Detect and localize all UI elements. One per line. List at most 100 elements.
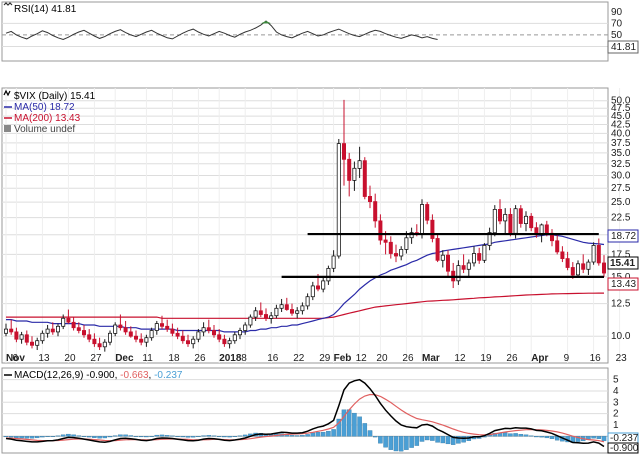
macd-hist-bar [404,436,409,450]
ma50-value-tag: 18.72 [607,229,639,243]
macd-tick-label: 3 [613,397,619,408]
date-tick-label: Apr [531,353,548,364]
macd-hist-bar [71,434,76,437]
last-price-tag-box [607,256,639,270]
candle-body [326,267,331,282]
candle-body [4,328,9,334]
macd-hist-bar [159,434,165,437]
date-tick-label: Feb [334,353,352,364]
macd-hist-bar [138,436,144,438]
price-value-tags: 18.72 15.41 13.43 [607,229,639,291]
macd-hist-bar [118,434,123,437]
macd-hist-bar [196,436,201,437]
macd-signal-line [5,393,605,443]
date-tick-label: Dec [115,353,134,364]
macd-hist-bar [185,436,191,438]
macd-hist-tag-text: -0.237 [610,433,639,444]
price-tick-label: 47.5 [611,103,631,114]
price-legend: $VIX (Daily) 15.41 MA(50) 18.72 MA(200) … [3,89,96,135]
candle-body [425,204,430,221]
candle-body [321,280,326,290]
rsi-panel: 90705030 RSI(14) 41.81 41.81 [1,1,639,62]
candle-body [180,335,185,342]
macd-hist-bar [24,436,30,439]
price-tick-label: 15.0 [611,272,631,283]
price-tick-label: 12.5 [611,299,631,310]
candle-body [295,310,300,314]
macd-hist-bar [170,435,175,437]
macd-hist-bar [144,436,149,438]
macd-hist-bar [133,436,139,437]
macd-hist-bar [55,435,61,437]
macd-hist-bar [164,435,170,437]
macd-hist-bar [216,436,222,437]
candle-body [217,334,222,340]
candle-body [586,261,591,270]
date-tick-label: 26 [402,353,414,364]
macd-hist-bar [14,436,19,439]
date-tick-label: 27 [90,353,102,364]
candle-body [336,143,341,257]
ma200-value-tag: 13.43 [607,277,639,291]
rsi-line [5,20,438,41]
date-tick-label: 2018 [219,353,242,364]
candle-body [487,232,492,246]
macd-hist-bar [310,432,316,437]
macd-hist-bar [352,412,357,437]
candle-body [87,334,92,340]
macd-hist-bar [211,435,217,437]
candle-body [113,324,118,334]
macd-line-tag-box [607,442,639,454]
macd-hist-bar [518,434,524,437]
macd-hist-bar [237,435,243,437]
candle-body [201,327,206,333]
ma200-line [6,292,604,319]
macd-hist-bar [336,418,342,437]
candle-body [419,204,424,235]
date-tick-label: 16 [267,353,279,364]
candle-body [529,215,534,229]
candle-body [508,213,513,234]
rsi-series [5,20,438,41]
macd-tick-label: 5 [613,375,619,386]
candle-body [435,238,440,261]
candle-body [378,220,383,241]
candle-body [466,262,471,270]
macd-hist-bar [201,435,206,437]
candle-body [102,341,107,348]
macd-hist-bar [149,436,154,437]
macd-hist-bar [326,430,331,437]
macd-line-tag-text: -0.900 [610,443,639,454]
macd-hist-bar [430,436,435,441]
volume-legend-text: Volume undef [14,124,75,135]
macd-hist-bar [549,436,555,439]
candle-body [9,328,14,333]
candle-body [227,340,232,345]
macd-hist-bar [435,436,440,443]
candle-body [461,265,466,270]
date-tick-label: 26 [506,353,518,364]
candle-body [232,334,237,342]
price-tick-label: 30.0 [611,170,631,181]
macd-hist-bar [34,436,40,439]
rsi-tick-label: 50 [611,30,623,41]
candlestick-series [4,99,607,352]
candle-body [76,327,81,331]
price-tick-label: 35.0 [611,148,631,159]
macd-hist-bar [346,409,352,437]
candle-body [19,334,24,340]
candle-body [315,285,320,290]
macd-hist-bar [190,436,196,438]
candle-body [248,316,253,326]
macd-hist-bar [97,436,102,439]
rsi-overbought-fill [260,21,266,24]
candle-body [581,263,586,270]
ma50-legend-text: MA(50) 18.72 [14,102,75,113]
candle-body [445,254,450,272]
macd-hist-bar [45,436,50,437]
date-tick-label: 20 [376,353,388,364]
macd-panel-frame [1,367,609,454]
price-tick-label: 27.5 [611,183,631,194]
macd-hist-bar [227,436,232,438]
candle-body [170,328,175,334]
